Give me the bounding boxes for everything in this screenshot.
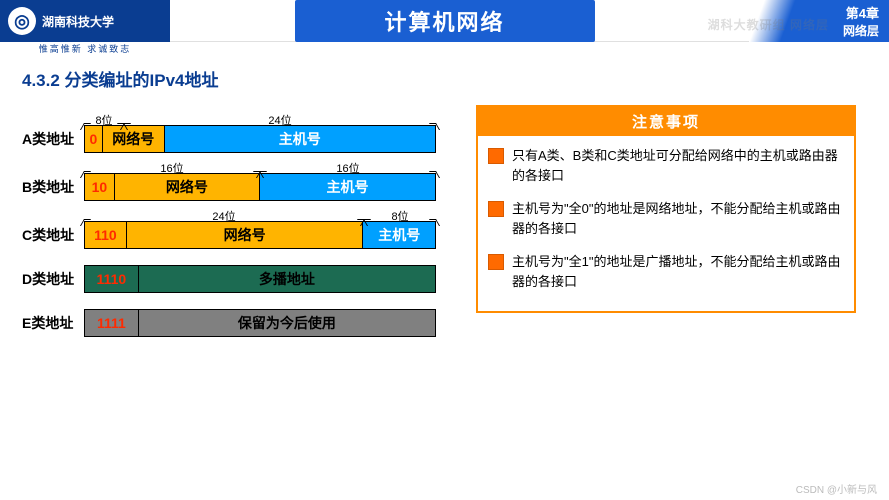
university-name: 湖南科技大学 bbox=[42, 13, 114, 30]
bit-ruler-segment: 8位 bbox=[364, 221, 436, 227]
watermark-header: 湖科大教研组 网络层 bbox=[708, 16, 829, 33]
class-bar: 8位24位0网络号主机号 bbox=[84, 125, 436, 153]
page-title: 计算机网络 bbox=[294, 0, 594, 42]
bit-ruler-label: 16位 bbox=[260, 160, 436, 176]
class-bar-cell: 1111 bbox=[85, 310, 139, 336]
note-text: 主机号为"全1"的地址是广播地址，不能分配给主机或路由器的各接口 bbox=[512, 252, 844, 291]
bit-ruler-label: 8位 bbox=[84, 112, 124, 128]
class-bar-cell: 1110 bbox=[85, 266, 139, 292]
notes-panel: 注意事项 只有A类、B类和C类地址可分配给网络中的主机或路由器的各接口主机号为"… bbox=[476, 105, 856, 313]
notes-body: 只有A类、B类和C类地址可分配给网络中的主机或路由器的各接口主机号为"全0"的地… bbox=[478, 136, 854, 311]
class-label: B类地址 bbox=[22, 177, 84, 197]
class-bar-cell: 多播地址 bbox=[139, 266, 435, 292]
note-bullet-icon bbox=[488, 254, 504, 270]
note-text: 主机号为"全0"的地址是网络地址，不能分配给主机或路由器的各接口 bbox=[512, 199, 844, 238]
class-bar: 24位8位110网络号主机号 bbox=[84, 221, 436, 249]
class-bar-cell: 保留为今后使用 bbox=[139, 310, 435, 336]
class-bar: 16位16位10网络号主机号 bbox=[84, 173, 436, 201]
note-item: 主机号为"全1"的地址是广播地址，不能分配给主机或路由器的各接口 bbox=[488, 252, 844, 291]
note-bullet-icon bbox=[488, 148, 504, 164]
bit-ruler-segment: 24位 bbox=[124, 125, 436, 131]
class-bar-cells: 1110多播地址 bbox=[84, 265, 436, 293]
university-logo-icon: ◎ bbox=[8, 7, 36, 35]
class-label: A类地址 bbox=[22, 129, 84, 149]
bit-ruler-segment: 8位 bbox=[84, 125, 124, 131]
address-class-row: E类地址1111保留为今后使用 bbox=[22, 309, 462, 337]
address-class-row: C类地址24位8位110网络号主机号 bbox=[22, 221, 462, 249]
bit-ruler-segment: 24位 bbox=[84, 221, 364, 227]
header-left: ◎ 湖南科技大学 bbox=[0, 0, 170, 42]
class-label: E类地址 bbox=[22, 313, 84, 333]
address-class-row: B类地址16位16位10网络号主机号 bbox=[22, 173, 462, 201]
address-class-row: D类地址1110多播地址 bbox=[22, 265, 462, 293]
bit-ruler-label: 16位 bbox=[84, 160, 260, 176]
bit-ruler-label: 24位 bbox=[84, 208, 364, 224]
bit-ruler-label: 8位 bbox=[364, 208, 436, 224]
note-text: 只有A类、B类和C类地址可分配给网络中的主机或路由器的各接口 bbox=[512, 146, 844, 185]
address-class-row: A类地址8位24位0网络号主机号 bbox=[22, 125, 462, 153]
notes-box: 注意事项 只有A类、B类和C类地址可分配给网络中的主机或路由器的各接口主机号为"… bbox=[476, 105, 856, 313]
class-bar-cells: 1111保留为今后使用 bbox=[84, 309, 436, 337]
address-classes-column: A类地址8位24位0网络号主机号B类地址16位16位10网络号主机号C类地址24… bbox=[22, 105, 462, 353]
note-item: 主机号为"全0"的地址是网络地址，不能分配给主机或路由器的各接口 bbox=[488, 199, 844, 238]
university-motto: 惟高惟新 求诚致志 bbox=[0, 42, 170, 55]
header: ◎ 湖南科技大学 惟高惟新 求诚致志 计算机网络 第4章 网络层 湖科大教研组 … bbox=[0, 0, 889, 42]
bit-ruler-segment: 16位 bbox=[260, 173, 436, 179]
section-title: 4.3.2 分类编址的IPv4地址 bbox=[22, 66, 889, 91]
note-item: 只有A类、B类和C类地址可分配给网络中的主机或路由器的各接口 bbox=[488, 146, 844, 185]
bit-ruler-label: 24位 bbox=[124, 112, 436, 128]
class-label: C类地址 bbox=[22, 225, 84, 245]
note-bullet-icon bbox=[488, 201, 504, 217]
notes-title: 注意事项 bbox=[478, 107, 854, 136]
class-label: D类地址 bbox=[22, 269, 84, 289]
class-bar: 1111保留为今后使用 bbox=[84, 309, 436, 337]
class-bar: 1110多播地址 bbox=[84, 265, 436, 293]
watermark-bottom-right: CSDN @小新与风 bbox=[796, 481, 877, 496]
bit-ruler-segment: 16位 bbox=[84, 173, 260, 179]
